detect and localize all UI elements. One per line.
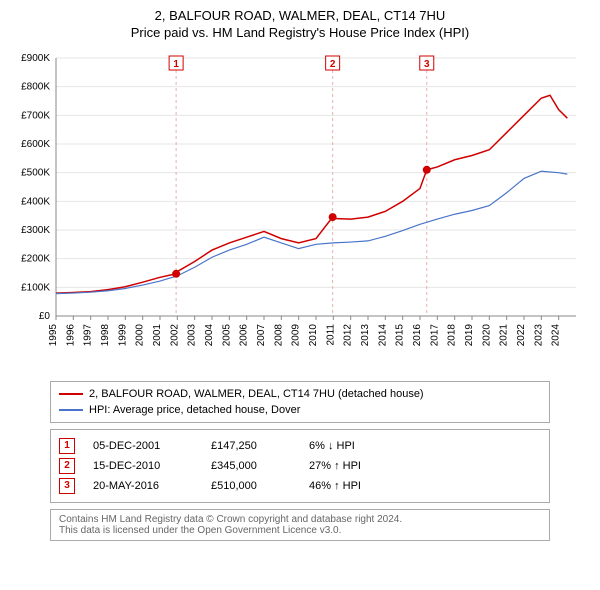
legend-label: HPI: Average price, detached house, Dove… xyxy=(89,402,300,418)
sale-point xyxy=(423,166,431,174)
legend-swatch xyxy=(59,393,83,395)
svg-text:1995: 1995 xyxy=(48,324,59,347)
svg-text:£200K: £200K xyxy=(21,254,50,265)
svg-text:£100K: £100K xyxy=(21,282,50,293)
svg-text:£500K: £500K xyxy=(21,168,50,179)
svg-text:1: 1 xyxy=(173,59,179,70)
sale-events-table: 1 05-DEC-2001 £147,250 6% ↓ HPI 2 15-DEC-2010… xyxy=(50,429,550,503)
attribution-footer: Contains HM Land Registry data © Crown c… xyxy=(50,509,550,541)
svg-text:2023: 2023 xyxy=(533,324,544,347)
svg-text:2018: 2018 xyxy=(447,324,458,347)
svg-text:2016: 2016 xyxy=(412,324,423,347)
event-date: 05-DEC-2001 xyxy=(93,436,193,456)
svg-text:2015: 2015 xyxy=(395,324,406,347)
svg-text:£0: £0 xyxy=(39,311,51,322)
svg-text:1997: 1997 xyxy=(83,324,94,347)
sale-point xyxy=(329,213,337,221)
svg-text:2001: 2001 xyxy=(152,324,163,347)
footer-line-1: Contains HM Land Registry data © Crown c… xyxy=(59,514,541,525)
svg-text:1999: 1999 xyxy=(117,324,128,347)
legend-label: 2, BALFOUR ROAD, WALMER, DEAL, CT14 7HU … xyxy=(89,386,424,402)
svg-text:1996: 1996 xyxy=(65,324,76,347)
svg-text:2014: 2014 xyxy=(377,324,388,347)
svg-text:2011: 2011 xyxy=(325,324,336,346)
sale-event-row: 1 05-DEC-2001 £147,250 6% ↓ HPI xyxy=(59,436,541,456)
svg-text:1998: 1998 xyxy=(100,324,111,347)
svg-text:2020: 2020 xyxy=(481,324,492,347)
svg-text:2022: 2022 xyxy=(516,324,527,347)
legend-item: HPI: Average price, detached house, Dove… xyxy=(59,402,541,418)
event-delta: 46% ↑ HPI xyxy=(309,476,419,496)
svg-text:£800K: £800K xyxy=(21,82,50,93)
svg-text:2019: 2019 xyxy=(464,324,475,347)
svg-text:2003: 2003 xyxy=(187,324,198,347)
event-delta: 27% ↑ HPI xyxy=(309,456,419,476)
svg-text:2024: 2024 xyxy=(551,324,562,347)
event-price: £345,000 xyxy=(211,456,291,476)
svg-text:£300K: £300K xyxy=(21,225,50,236)
event-price: £147,250 xyxy=(211,436,291,456)
chart-subtitle: Price paid vs. HM Land Registry's House … xyxy=(10,25,590,40)
svg-text:2007: 2007 xyxy=(256,324,267,347)
svg-text:2002: 2002 xyxy=(169,324,180,347)
sale-event-row: 2 15-DEC-2010 £345,000 27% ↑ HPI xyxy=(59,456,541,476)
svg-text:2021: 2021 xyxy=(499,324,510,347)
svg-text:2009: 2009 xyxy=(291,324,302,347)
event-date: 20-MAY-2016 xyxy=(93,476,193,496)
svg-text:2013: 2013 xyxy=(360,324,371,347)
svg-text:2000: 2000 xyxy=(135,324,146,347)
legend-swatch xyxy=(59,409,83,411)
chart-title-address: 2, BALFOUR ROAD, WALMER, DEAL, CT14 7HU xyxy=(10,8,590,23)
svg-text:2004: 2004 xyxy=(204,324,215,347)
sale-event-row: 3 20-MAY-2016 £510,000 46% ↑ HPI xyxy=(59,476,541,496)
event-date: 15-DEC-2010 xyxy=(93,456,193,476)
footer-line-2: This data is licensed under the Open Gov… xyxy=(59,525,541,536)
event-marker: 3 xyxy=(59,478,75,494)
svg-text:3: 3 xyxy=(424,59,430,70)
price-chart: £0 £100K £200K £300K £400K £500K £600K £700K £80… xyxy=(10,48,590,373)
svg-text:£900K: £900K xyxy=(21,53,50,64)
event-delta: 6% ↓ HPI xyxy=(309,436,419,456)
event-marker: 2 xyxy=(59,458,75,474)
svg-text:2010: 2010 xyxy=(308,324,319,347)
event-marker: 1 xyxy=(59,438,75,454)
legend-item: 2, BALFOUR ROAD, WALMER, DEAL, CT14 7HU … xyxy=(59,386,541,402)
svg-text:2006: 2006 xyxy=(239,324,250,347)
svg-text:2: 2 xyxy=(330,59,336,70)
svg-text:£400K: £400K xyxy=(21,196,50,207)
svg-text:2017: 2017 xyxy=(429,324,440,347)
svg-text:£700K: £700K xyxy=(21,110,50,121)
event-price: £510,000 xyxy=(211,476,291,496)
svg-text:2005: 2005 xyxy=(221,324,232,347)
svg-text:£600K: £600K xyxy=(21,139,50,150)
svg-text:2008: 2008 xyxy=(273,324,284,347)
sale-point xyxy=(172,270,180,278)
svg-text:2012: 2012 xyxy=(343,324,354,347)
legend: 2, BALFOUR ROAD, WALMER, DEAL, CT14 7HU … xyxy=(50,381,550,423)
